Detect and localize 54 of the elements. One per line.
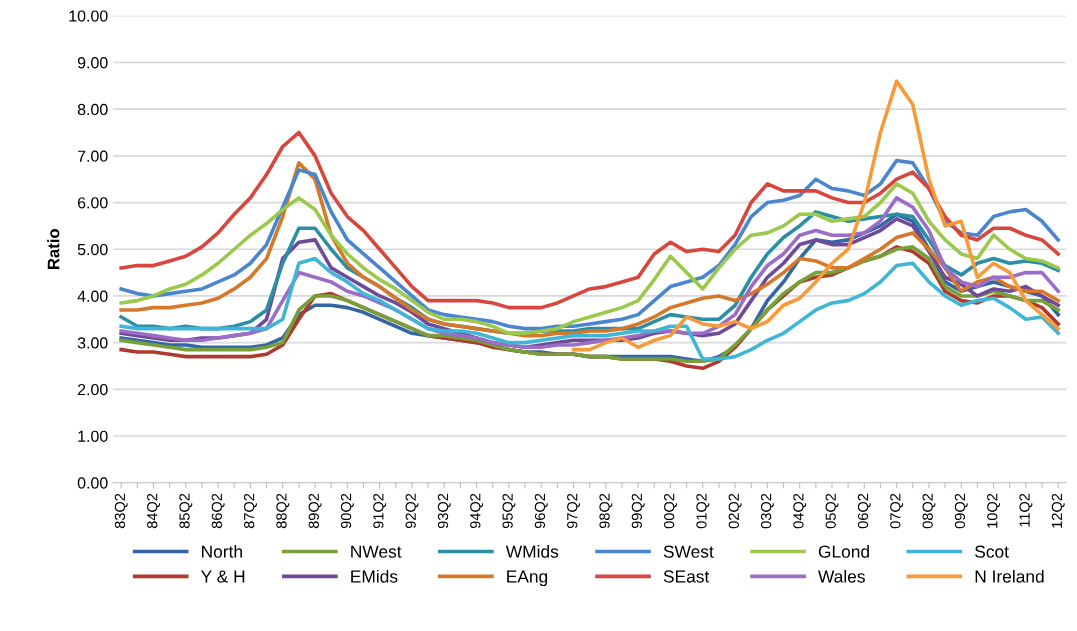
legend-label: SWest	[663, 545, 714, 558]
legend-label: Y & H	[200, 570, 245, 583]
y-tick-label: 1.00	[78, 430, 108, 442]
x-tick-label: 02Q2	[728, 493, 742, 529]
x-tick-label: 96Q2	[534, 493, 548, 529]
legend-label: North	[202, 545, 242, 558]
x-tick-label: 87Q2	[243, 493, 257, 529]
legend-label: SEast	[663, 570, 710, 583]
legend-label: N Ireland	[975, 569, 1044, 583]
y-tick-label: 9.00	[77, 57, 108, 69]
y-tick-label: 4.00	[77, 290, 108, 302]
x-tick-label: 93Q2	[437, 493, 451, 529]
x-tick-label: 98Q2	[599, 493, 613, 529]
legend-label: GLond	[818, 545, 869, 558]
legend-label: EAng	[507, 570, 548, 587]
y-tick-label: 0.00	[77, 477, 108, 489]
x-tick-label: 95Q2	[502, 493, 516, 529]
x-tick-label: 94Q2	[470, 493, 484, 529]
x-tick-label: 03Q2	[760, 493, 774, 529]
x-tick-label: 08Q2	[922, 493, 936, 529]
y-tick-label: 2.00	[77, 383, 108, 396]
x-tick-label: 92Q2	[405, 493, 419, 529]
y-tick-label: 7.00	[77, 150, 108, 162]
x-tick-label: 06Q2	[857, 493, 871, 529]
x-tick-label: 11Q2	[1019, 493, 1033, 527]
x-tick-label: 12Q2	[1051, 493, 1065, 528]
legend-label: Scot	[975, 545, 1009, 558]
x-tick-label: 01Q2	[696, 493, 710, 529]
legend-label: WMids	[505, 545, 559, 558]
x-tick-label: 91Q2	[373, 493, 387, 529]
x-tick-label: 85Q2	[179, 493, 193, 529]
x-tick-label: 07Q2	[890, 493, 904, 529]
x-tick-label: 04Q2	[793, 493, 807, 529]
x-tick-label: 97Q2	[567, 493, 581, 529]
y-tick-label: 5.00	[77, 243, 108, 256]
y-tick-label: 8.00	[77, 103, 108, 116]
legend-label: Wales	[818, 569, 865, 583]
x-tick-label: 84Q2	[147, 493, 160, 529]
x-tick-label: 88Q2	[276, 493, 290, 529]
x-tick-label: 83Q2	[114, 493, 128, 529]
legend-label: NWest	[351, 545, 402, 558]
x-tick-label: 00Q2	[664, 493, 677, 529]
y-tick-label: 6.00	[77, 197, 108, 209]
x-tick-label: 86Q2	[211, 493, 225, 529]
x-tick-label: 90Q2	[340, 493, 354, 529]
x-tick-label: 10Q2	[987, 493, 1001, 528]
y-axis-title: Ratio	[47, 229, 60, 269]
legend-label: EMids	[351, 569, 398, 583]
x-tick-label: 05Q2	[825, 493, 839, 529]
x-tick-label: 99Q2	[631, 493, 645, 529]
x-tick-label: 89Q2	[308, 493, 322, 529]
y-tick-label: 10.00	[69, 10, 108, 22]
x-tick-label: 09Q2	[954, 493, 968, 529]
y-tick-label: 3.00	[77, 337, 108, 349]
